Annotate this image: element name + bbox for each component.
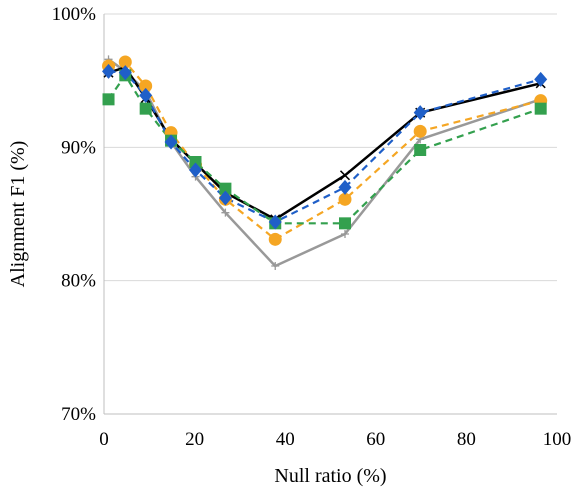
point-marker [139,79,153,93]
point-marker [139,87,153,103]
y-axis-title: Alignment F1 (%) [7,141,29,288]
point-marker [102,63,116,79]
point-marker [414,144,427,156]
point-marker [139,102,152,115]
point-marker [118,55,132,69]
point-marker [221,208,230,217]
axes: 70% 80% 90% 100% 0 20 40 60 80 100 [52,4,572,450]
point-marker [268,214,282,230]
y-tick-label: 100% [52,4,97,25]
point-marker [340,230,349,238]
point-marker [118,65,132,81]
point-marker [271,262,280,270]
point-marker [534,71,548,87]
x-tick-label: 40 [276,429,295,450]
y-tick-label: 90% [61,137,96,158]
y-tick-label: 70% [61,404,96,425]
series-lines [107,58,542,268]
x-tick-label: 100 [543,429,572,450]
y-tick-label: 80% [61,271,96,292]
point-marker [189,162,203,178]
point-marker [189,156,202,168]
x-tick-label: 0 [99,429,109,450]
point-marker [413,105,427,121]
point-marker [338,179,352,195]
series-line [108,60,541,241]
point-marker [338,217,351,230]
series-line [107,58,542,268]
point-marker [102,93,115,106]
point-marker [413,124,427,138]
point-marker [219,182,232,195]
x-tick-label: 20 [185,429,204,450]
point-marker [338,192,352,206]
x-tick-label: 60 [366,429,385,450]
point-marker [534,102,547,115]
point-marker [339,170,351,181]
series-markers [102,55,548,270]
x-axis-title: Null ratio (%) [274,465,386,487]
point-marker [218,190,232,206]
point-marker [268,232,282,246]
point-marker [164,134,178,150]
x-tick-label: 80 [457,429,476,450]
series-line [108,70,541,224]
series-line [107,74,542,225]
series-line [108,66,541,221]
